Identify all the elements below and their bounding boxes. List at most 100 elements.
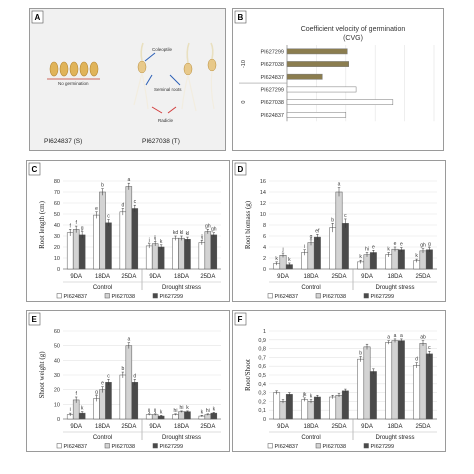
bar [369, 371, 377, 420]
legend-label: PI624837 [64, 294, 88, 300]
y-tick-label: 0 [263, 417, 266, 423]
legend-label: PI624837 [64, 444, 88, 450]
y-tick-label: 20 [54, 245, 60, 251]
bar [335, 191, 343, 270]
significance-letter: ij [154, 408, 156, 414]
bar [66, 232, 74, 270]
significance-letter: a [127, 337, 130, 343]
x-tick-label: 18DA [387, 424, 402, 430]
x-tick-label: 9DA [277, 274, 289, 280]
chart-b-category-label: PI627299 [260, 49, 284, 55]
significance-letter: j [281, 247, 283, 253]
y-tick-label: 0,9 [258, 338, 266, 344]
significance-letter: g [81, 226, 84, 232]
legend-label: PI627299 [371, 444, 395, 450]
significance-letter: k [415, 253, 418, 259]
significance-letter: d [415, 357, 418, 363]
bar [329, 227, 337, 270]
y-tick-label: 10 [54, 402, 60, 408]
panel-label-box [234, 162, 247, 176]
bar [307, 401, 315, 420]
y-tick-label: 0,2 [258, 399, 266, 405]
panel-b: B Coefficient velocity of germination (CVG… [232, 8, 444, 151]
x-tick-label: 9DA [149, 274, 161, 280]
significance-letter: k [186, 405, 189, 411]
y-tick-label: 8 [263, 223, 266, 229]
legend-swatch [56, 443, 62, 449]
significance-letter: ij [201, 234, 203, 240]
y-tick-label: 0,3 [258, 391, 266, 397]
x-tick-label: 25DA [200, 274, 215, 280]
significance-letter: k [160, 409, 163, 415]
legend-swatch [267, 443, 273, 449]
bar [145, 245, 153, 270]
y-tick-label: 50 [54, 212, 60, 218]
y-tick-label: 16 [260, 179, 266, 185]
panel-label-box [28, 312, 41, 326]
panel-label: E [32, 315, 38, 324]
significance-letter: b [359, 351, 362, 357]
y-tick-label: 60 [54, 329, 60, 335]
x-tick-label: 25DA [121, 424, 136, 430]
bar [335, 394, 343, 420]
significance-letter: a [338, 182, 341, 188]
chart-b-bar [286, 73, 323, 80]
radicle-label: Radicle [158, 118, 174, 123]
x-tick-label: 9DA [70, 274, 82, 280]
chart-e: E 0 10 20 30 40 50 60 Shoot weight (g) i f k 9DA gec 1… [28, 312, 221, 450]
bar [391, 340, 399, 420]
legend-label: PI627038 [112, 444, 136, 450]
significance-letter: kd [173, 230, 179, 236]
significance-letter: i [70, 407, 71, 413]
significance-letter: j [148, 238, 150, 244]
x-tick-label: 18DA [174, 424, 189, 430]
y-axis-title: Shoot weight (g) [38, 351, 46, 399]
legend-label: PI624837 [275, 444, 299, 450]
significance-letter: k [213, 406, 216, 412]
bar [329, 396, 337, 420]
significance-letter: a [127, 177, 130, 183]
group-label: Control [93, 435, 112, 441]
bar [419, 343, 427, 420]
panel-a: A No germination Coleoptile Seminal [29, 8, 226, 151]
legend-swatch [315, 293, 321, 299]
legend-label: PI627299 [160, 444, 184, 450]
chart-b-subtitle: (CVG) [343, 35, 363, 42]
legend-swatch [152, 443, 158, 449]
germinated-seeds [133, 42, 217, 112]
coleoptile-arrow [144, 52, 156, 62]
significance-letter: jk [302, 392, 307, 398]
bar [357, 358, 365, 420]
significance-letter: gh [205, 223, 211, 229]
significance-letter: gh [420, 243, 426, 249]
y-tick-label: 60 [54, 201, 60, 207]
significance-letter: f [75, 391, 77, 397]
x-tick-label: 25DA [121, 274, 136, 280]
significance-letter: e [400, 242, 403, 248]
significance-letter: f [69, 223, 71, 229]
y-tick-label: 0,7 [258, 355, 266, 361]
panel-a-label-box [31, 10, 44, 24]
chart-b-category-label: PI627038 [260, 100, 284, 106]
significance-letter: k [81, 406, 84, 412]
y-tick-label: 0,1 [258, 408, 266, 414]
x-tick-label: 25DA [331, 274, 346, 280]
x-tick-label: 25DA [331, 424, 346, 430]
left-caption: PI624837 (S) [44, 138, 82, 145]
significance-letter: e [95, 206, 98, 212]
x-tick-label: 18DA [303, 274, 318, 280]
group-label: Control [301, 285, 320, 291]
significance-letter: g [428, 242, 431, 248]
significance-letter: hi [174, 408, 178, 414]
bar [413, 365, 421, 420]
bar [419, 250, 427, 270]
chart-b-title: Coefficient velocity of germination [301, 26, 406, 33]
chart-b-group-label: 0 [241, 101, 247, 104]
significance-letter: hi [180, 405, 184, 411]
bar [119, 374, 127, 420]
significance-letter: d [121, 203, 124, 209]
significance-letter: g [95, 390, 98, 396]
bar [385, 342, 393, 420]
bar [313, 236, 321, 270]
group-label: Control [301, 435, 320, 441]
